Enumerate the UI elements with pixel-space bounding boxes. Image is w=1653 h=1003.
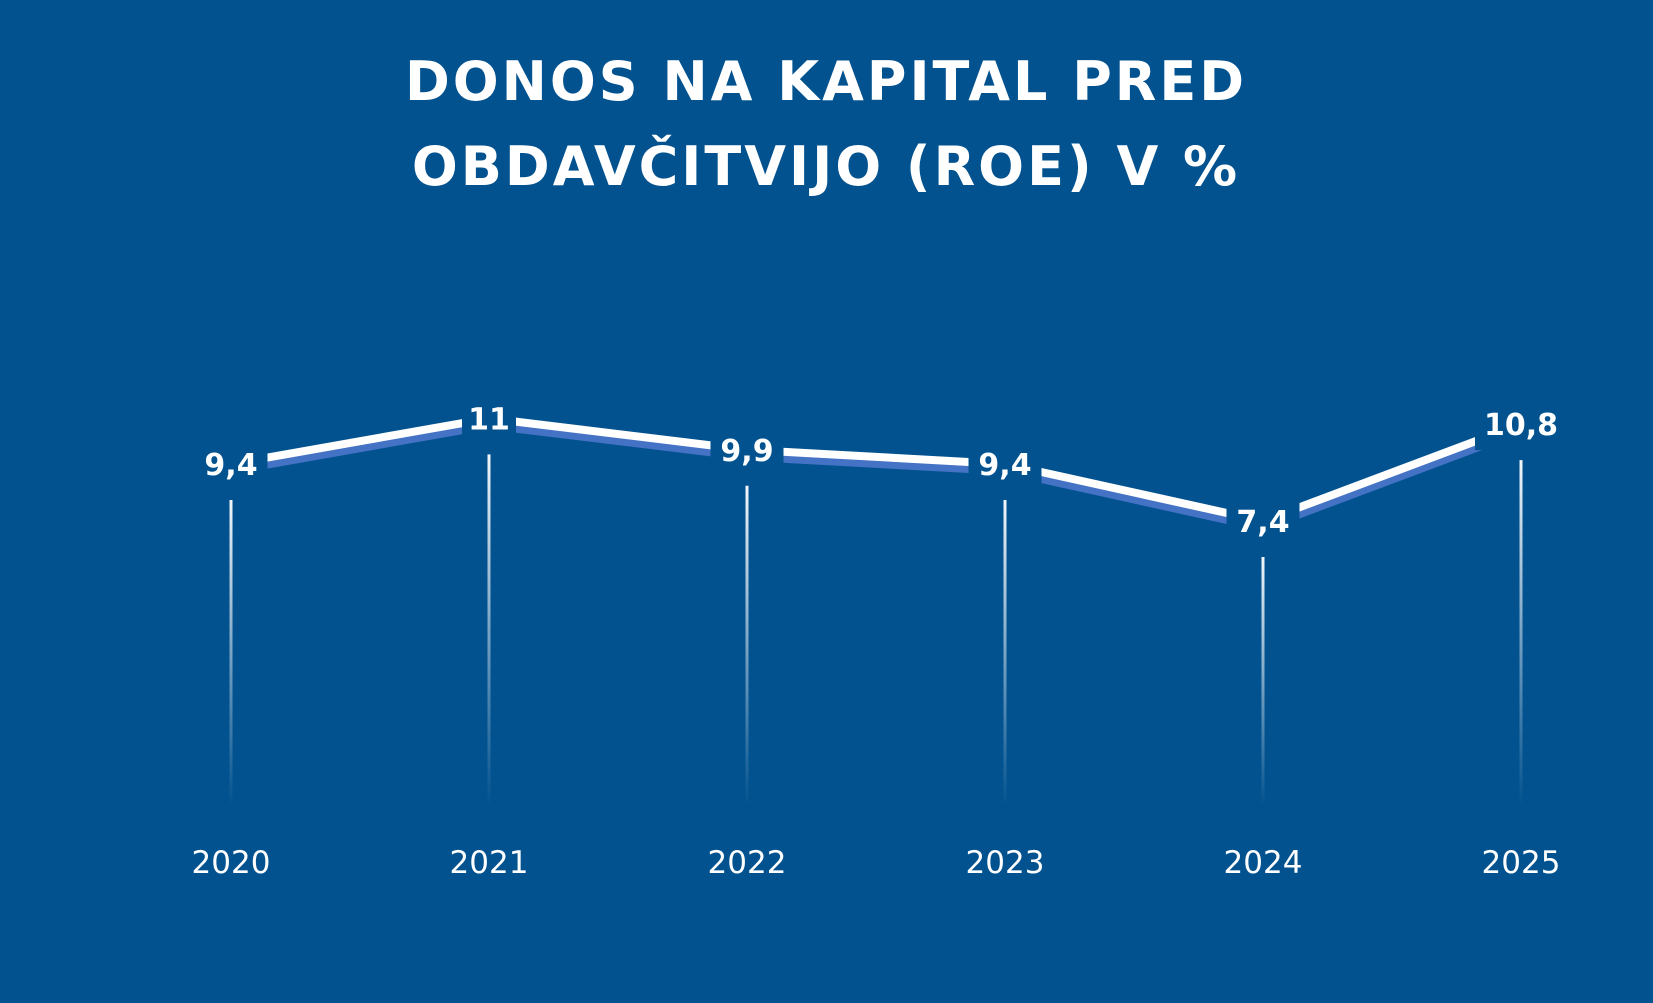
data-label-2021: 11 [468,402,510,437]
line-segment [230,414,490,468]
data-label-2022: 9,9 [720,434,773,469]
drop-line-2025 [1519,460,1523,806]
drop-line-2021 [487,454,491,806]
line-segment-shadow [230,421,490,475]
x-tick-label-2020: 2020 [192,845,271,881]
line-segment-shadow [488,421,748,461]
x-tick-label-2023: 2023 [966,845,1045,881]
data-label-background [1226,497,1300,547]
data-label-background [194,440,268,490]
drop-line-2024 [1261,557,1265,806]
data-label-background [1475,400,1567,451]
line-segment [746,445,1006,468]
chart-title-line-2: OBDAVČITVIJO (ROE) V % [412,135,1240,198]
data-label-2025: 10,8 [1484,408,1558,443]
data-label-2023: 9,4 [978,448,1031,483]
line-segment [488,414,748,454]
chart-title-line-1: DONOS NA KAPITAL PRED [405,50,1247,113]
line-segment-shadow [746,452,1006,475]
data-label-2024: 7,4 [1236,505,1289,540]
data-label-background [968,440,1042,490]
data-label-2020: 9,4 [204,448,257,483]
line-segment [1004,460,1264,525]
data-label-background [462,394,516,445]
x-tick-label-2024: 2024 [1224,845,1303,881]
data-label-background [710,425,784,476]
x-tick-label-2022: 2022 [708,845,787,881]
line-segment-shadow [1004,467,1264,532]
drop-line-2020 [229,500,233,806]
drop-line-2023 [1003,500,1007,806]
x-tick-label-2025: 2025 [1482,845,1561,881]
x-tick-label-2021: 2021 [450,845,529,881]
drop-line-2022 [745,485,749,806]
